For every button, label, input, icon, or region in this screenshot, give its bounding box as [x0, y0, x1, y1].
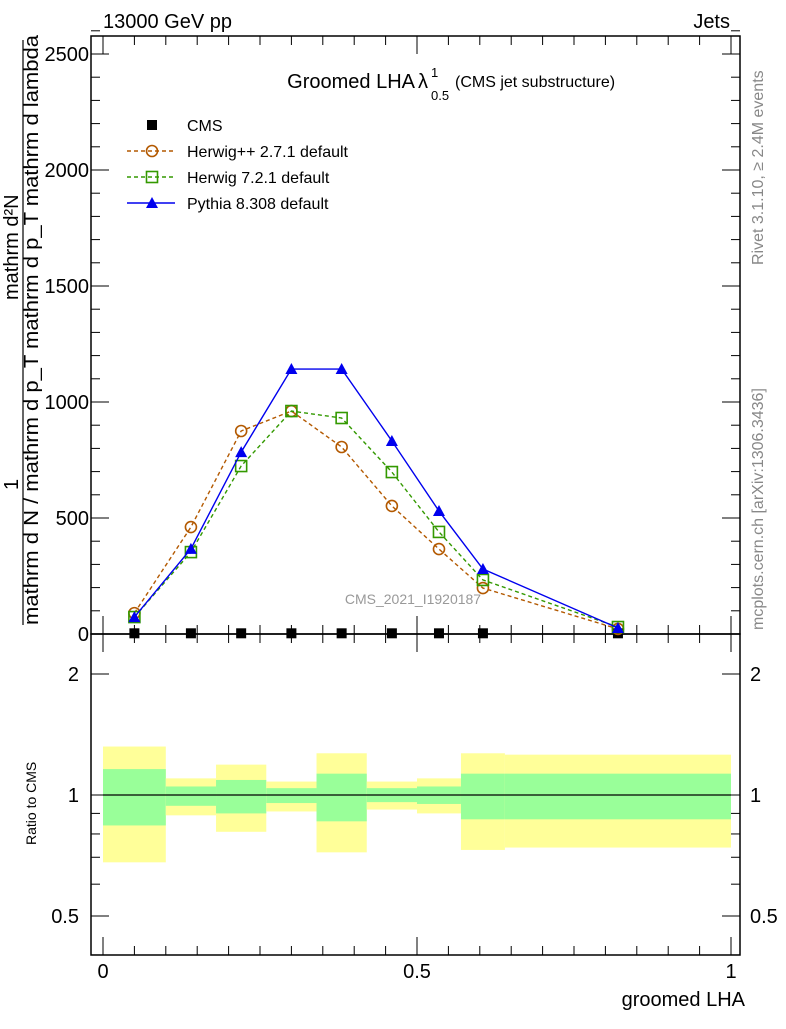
data-point-herwigpp: [432, 542, 446, 556]
ratio-y-tick-label: 1: [68, 785, 79, 807]
data-point-herwigpp: [184, 520, 198, 534]
ratio-y-tick-label: 2: [68, 664, 79, 686]
title-symbol: λ: [418, 71, 428, 93]
y-axis-label: 1 mathrm d²N mathrm d N / mathrm d p_T m…: [1, 34, 43, 625]
data-point-pythia: [476, 563, 489, 575]
data-point-pythia: [128, 611, 141, 623]
data-point-cms: [477, 628, 488, 639]
data-point-pythia: [385, 434, 398, 446]
title-suffix: (CMS jet substructure): [455, 74, 615, 91]
legend-marker-herwig7: [145, 170, 159, 184]
x-axis-label: groomed LHA: [622, 989, 746, 1011]
series-pythia: [128, 363, 624, 633]
ratio-ylabel: Ratio to CMS: [23, 762, 39, 845]
data-point-herwig7: [234, 459, 248, 473]
legend-item-cms: CMS: [147, 118, 223, 135]
ratio-inner-band: [103, 769, 166, 826]
ratio-y-tick-label: 0.5: [750, 906, 778, 928]
ylabel-numerator: 1: [1, 479, 23, 490]
legend-label: Herwig++ 2.7.1 default: [187, 144, 349, 161]
ylabel-line2: mathrm d N / mathrm d p_T mathrm d p_T m…: [21, 34, 43, 625]
legend-marker-herwigpp: [145, 144, 159, 158]
data-point-pythia: [335, 363, 348, 375]
y-tick-label: 2500: [45, 44, 90, 66]
x-tick-label: 1: [725, 961, 736, 983]
ratio-inner-band: [165, 786, 217, 806]
ratio-y-tick-label: 0.5: [51, 906, 79, 928]
mcplots-label: mcplots.cern.ch [arXiv:1306.3436]: [750, 388, 767, 630]
legend-item-herwig7: Herwig 7.2.1 default: [127, 170, 330, 187]
data-point-herwigpp: [385, 499, 399, 513]
data-point-herwig7: [476, 573, 490, 587]
data-point-pythia: [611, 621, 624, 633]
ylabel-line1: mathrm d²N: [1, 194, 23, 300]
ratio-inner-band: [460, 773, 505, 820]
ratio-inner-band: [316, 773, 367, 822]
data-point-cms: [336, 628, 347, 639]
watermark: CMS_2021_I1920187: [345, 591, 481, 607]
legend-label: CMS: [187, 118, 223, 135]
rivet-label: Rivet 3.1.10, ≥ 2.4M events: [750, 70, 767, 265]
data-point-herwigpp: [234, 424, 248, 438]
data-point-cms: [433, 628, 444, 639]
data-point-herwig7: [385, 465, 399, 479]
legend-marker-pythia: [146, 197, 158, 208]
data-point-herwig7: [335, 411, 348, 425]
legend-label: Herwig 7.2.1 default: [187, 170, 330, 187]
data-point-herwig7: [285, 404, 298, 418]
x-tick-label: 0.5: [403, 961, 431, 983]
ratio-y-tick-label: 1: [750, 785, 761, 807]
y-tick-label: 1000: [45, 392, 90, 414]
legend-label: Pythia 8.308 default: [187, 196, 329, 213]
data-point-cms: [386, 628, 397, 639]
ratio-inner-band: [504, 773, 731, 820]
header-right: Jets: [693, 11, 730, 33]
data-point-cms: [236, 628, 247, 639]
title-sup: 1: [431, 65, 438, 80]
y-tick-label: 1500: [45, 276, 90, 298]
data-point-cms: [286, 628, 297, 639]
y-tick-label: 2000: [45, 160, 90, 182]
series-line-herwigpp: [133, 410, 619, 630]
ratio-y-tick-label: 2: [750, 664, 761, 686]
series-group: [128, 363, 625, 639]
title-text: Groomed LHA: [287, 71, 415, 93]
title-sub: 0.5: [431, 88, 449, 103]
data-point-pythia: [184, 542, 197, 554]
ratio-inner-band: [216, 779, 267, 814]
series-line-pythia: [133, 368, 619, 629]
data-point-herwigpp: [476, 581, 490, 595]
data-point-cms: [185, 628, 196, 639]
main-axes: 0 500 1000 1500 2000 2500: [45, 30, 741, 646]
header-left: 13000 GeV pp: [103, 11, 232, 33]
data-point-herwig7: [432, 525, 446, 539]
legend-item-herwigpp: Herwig++ 2.7.1 default: [127, 144, 349, 161]
data-point-pythia: [432, 505, 445, 517]
legend-item-pythia: Pythia 8.308 default: [127, 196, 329, 213]
y-tick-label: 500: [56, 508, 89, 530]
legend: CMS Herwig++ 2.7.1 default Herwig 7.2.1 de…: [127, 118, 349, 213]
data-point-cms: [129, 628, 140, 639]
ratio-bands: [103, 746, 731, 863]
main-title: Groomed LHA λ 1 0.5 (CMS jet substructur…: [287, 65, 615, 103]
legend-marker-cms: [147, 120, 157, 130]
ratio-axes: 0.5 0.5 1 1 2 2 0 0.5 1: [51, 633, 778, 983]
series-line-herwig7: [133, 410, 619, 628]
data-point-herwigpp: [335, 440, 348, 454]
x-tick-label: 0: [97, 961, 108, 983]
y-tick-label: 0: [78, 624, 89, 646]
data-point-pythia: [285, 363, 298, 375]
data-point-pythia: [235, 446, 248, 458]
